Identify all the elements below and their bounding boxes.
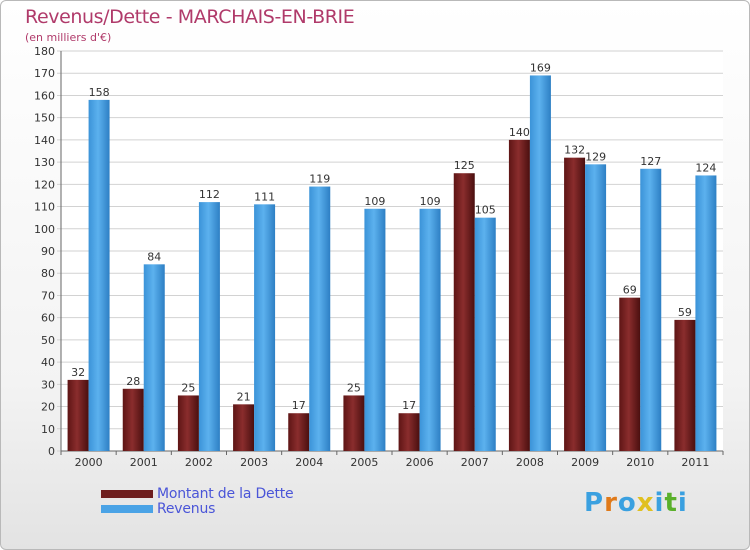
data-label-debt: 25	[347, 381, 361, 394]
data-label-debt: 25	[181, 381, 195, 394]
y-tick-label: 90	[41, 245, 55, 258]
x-tick-label: 2004	[295, 456, 323, 469]
bar-debt	[453, 173, 475, 451]
y-tick-label: 10	[41, 423, 55, 436]
logo-letter: t	[664, 488, 678, 518]
y-tick-label: 150	[34, 112, 55, 125]
legend-swatch-revenus	[101, 505, 153, 513]
data-label-debt: 125	[454, 159, 475, 172]
bar-debt	[674, 319, 696, 451]
bar-revenus	[585, 164, 607, 452]
data-label-debt: 69	[623, 284, 637, 297]
logo-letter: i	[677, 488, 688, 518]
legend-label-revenus: Revenus	[157, 501, 216, 517]
logo-letter: i	[654, 488, 665, 518]
y-tick-label: 60	[41, 312, 55, 325]
y-tick-label: 180	[34, 45, 55, 58]
bar-revenus	[640, 168, 662, 451]
y-tick-label: 160	[34, 89, 55, 102]
logo-letter: r	[604, 488, 618, 518]
bar-debt	[122, 388, 144, 451]
data-label-revenus: 124	[695, 161, 716, 174]
bar-revenus	[474, 217, 496, 451]
bar-revenus	[254, 204, 276, 451]
bar-debt	[233, 404, 255, 451]
data-label-revenus: 127	[640, 155, 661, 168]
data-label-debt: 28	[126, 375, 140, 388]
logo-letter: P	[584, 488, 605, 518]
data-label-revenus: 109	[420, 195, 441, 208]
data-label-debt: 132	[564, 144, 585, 157]
bar-debt	[177, 395, 199, 451]
data-label-revenus: 169	[530, 61, 551, 74]
y-tick-label: 130	[34, 156, 55, 169]
logo-letter: o	[617, 488, 637, 518]
y-tick-label: 70	[41, 289, 55, 302]
bar-debt	[67, 379, 89, 451]
y-tick-label: 80	[41, 267, 55, 280]
data-label-revenus: 109	[364, 195, 385, 208]
data-label-revenus: 112	[199, 188, 220, 201]
bar-revenus	[88, 99, 110, 451]
proxiti-logo: Proxiti	[584, 488, 688, 518]
x-tick-label: 2008	[516, 456, 544, 469]
bar-debt	[398, 413, 420, 451]
bar-revenus	[198, 202, 220, 451]
y-tick-label: 110	[34, 201, 55, 214]
x-tick-label: 2005	[350, 456, 378, 469]
y-tick-label: 100	[34, 223, 55, 236]
x-tick-label: 2011	[681, 456, 709, 469]
y-tick-label: 170	[34, 67, 55, 80]
x-tick-label: 2001	[130, 456, 158, 469]
data-label-debt: 140	[509, 126, 530, 139]
chart-title: Revenus/Dette - MARCHAIS-EN-BRIE	[25, 6, 355, 28]
logo-letter: x	[636, 488, 655, 518]
y-tick-label: 40	[41, 356, 55, 369]
data-label-debt: 21	[237, 390, 251, 403]
data-label-revenus: 129	[585, 150, 606, 163]
bar-debt	[619, 297, 641, 451]
bar-revenus	[695, 175, 717, 451]
y-tick-label: 50	[41, 334, 55, 347]
bar-revenus	[309, 186, 331, 452]
data-label-debt: 17	[402, 399, 416, 412]
legend-swatch-debt	[101, 490, 153, 498]
y-tick-label: 30	[41, 378, 55, 391]
y-tick-label: 140	[34, 134, 55, 147]
y-tick-label: 0	[48, 445, 55, 458]
bar-revenus	[419, 208, 441, 451]
bar-debt	[564, 157, 586, 451]
data-label-revenus: 111	[254, 190, 275, 203]
data-label-revenus: 84	[147, 250, 161, 263]
data-label-debt: 59	[678, 306, 692, 319]
y-tick-label: 20	[41, 401, 55, 414]
chart-subtitle: (en milliers d'€)	[25, 31, 112, 44]
x-tick-label: 2000	[75, 456, 103, 469]
x-tick-label: 2006	[406, 456, 434, 469]
x-tick-label: 2010	[626, 456, 654, 469]
legend-label-debt: Montant de la Dette	[157, 486, 294, 502]
bar-debt	[508, 139, 530, 451]
data-label-revenus: 105	[475, 204, 496, 217]
data-label-debt: 17	[292, 399, 306, 412]
bar-revenus	[143, 264, 165, 451]
x-tick-label: 2007	[461, 456, 489, 469]
y-tick-label: 120	[34, 178, 55, 191]
x-tick-label: 2009	[571, 456, 599, 469]
data-label-debt: 32	[71, 366, 85, 379]
data-label-revenus: 119	[309, 173, 330, 186]
data-label-revenus: 158	[89, 86, 110, 99]
bar-debt	[288, 413, 310, 451]
bar-revenus	[529, 75, 551, 451]
bar-debt	[343, 395, 365, 451]
x-tick-label: 2003	[240, 456, 268, 469]
bar-revenus	[364, 208, 386, 451]
x-tick-label: 2002	[185, 456, 213, 469]
